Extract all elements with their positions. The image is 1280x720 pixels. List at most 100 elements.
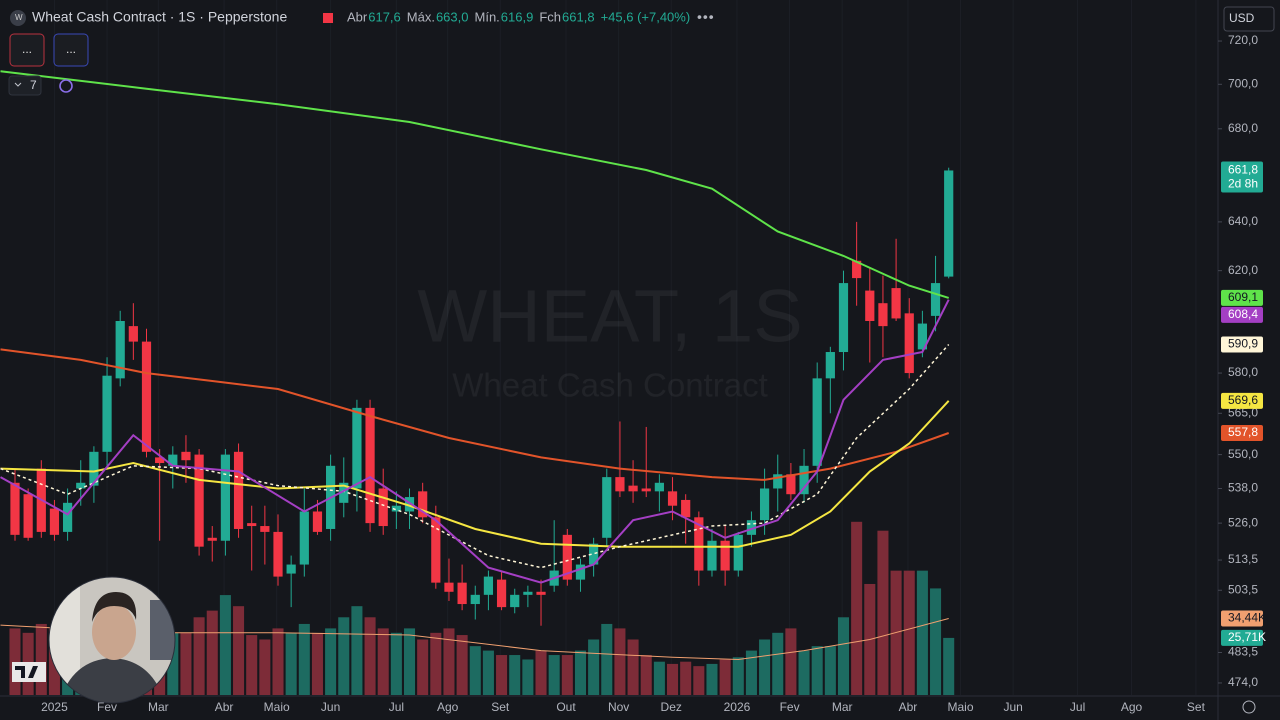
- volume-bar: [496, 655, 508, 695]
- candle-body: [181, 451, 191, 461]
- y-tick-label: 580,0: [1228, 365, 1258, 379]
- value-badge-label: 608,4: [1228, 307, 1258, 321]
- candle-body: [786, 474, 796, 495]
- button[interactable]: [9, 33, 45, 67]
- x-tick-label: Set: [491, 700, 510, 714]
- candle-body: [746, 520, 757, 535]
- x-tick-label: Dez: [661, 700, 682, 714]
- candle-body: [233, 451, 244, 529]
- watermark-sub: Wheat Cash Contract: [452, 367, 767, 404]
- volume-bar: [456, 635, 468, 695]
- volume-bar: [535, 650, 547, 695]
- candle-body: [470, 594, 480, 605]
- candle-body: [575, 564, 586, 580]
- candle-body: [667, 491, 678, 506]
- candle-body: [891, 288, 901, 319]
- settings-icon[interactable]: [1242, 700, 1256, 714]
- value-badge: [1221, 629, 1263, 646]
- button-label[interactable]: ...: [66, 42, 76, 56]
- volume-bar: [509, 655, 521, 695]
- candle-body: [102, 375, 112, 452]
- currency[interactable]: USD: [1229, 11, 1255, 25]
- symbol-icon[interactable]: [10, 10, 26, 26]
- candle-body: [681, 499, 691, 518]
- volume-bar: [719, 659, 731, 695]
- candle-body: [865, 290, 875, 322]
- ma-line: [0, 344, 950, 569]
- ma-line: [0, 348, 950, 481]
- volume-bar: [259, 639, 271, 695]
- button-label[interactable]: ...: [22, 42, 32, 56]
- candle-body: [852, 260, 862, 279]
- candle-body: [878, 303, 888, 327]
- legend-label: Mín.: [475, 9, 500, 24]
- volume-bar: [377, 628, 389, 695]
- x-tick-label: Jul: [1070, 700, 1085, 714]
- x-tick-label: Abr: [215, 700, 234, 714]
- candle-body: [759, 488, 770, 521]
- volume-bar: [9, 628, 21, 695]
- symbol-title[interactable]: Wheat Cash Contract · 1S · Pepperstone: [32, 9, 287, 25]
- candle-body: [536, 591, 546, 595]
- volume-bar: [548, 655, 560, 695]
- candle-body: [89, 451, 99, 486]
- candle-body: [654, 482, 664, 492]
- webcam-border: [48, 576, 176, 704]
- candle-body: [418, 491, 428, 518]
- x-tick-label: Mar: [832, 700, 853, 714]
- candle-body: [431, 517, 441, 583]
- volume-bar: [298, 623, 310, 695]
- volume-bar: [601, 623, 613, 695]
- volume-bar: [877, 530, 889, 695]
- x-tick-label: Jun: [321, 700, 340, 714]
- value-badge: [1221, 392, 1263, 409]
- x-tick-label: Fev: [97, 700, 117, 714]
- x-tick-label: Set: [1187, 700, 1206, 714]
- button[interactable]: [53, 33, 89, 67]
- price-badge-label: 661,8: [1228, 163, 1258, 177]
- volume-bar: [180, 632, 192, 695]
- x-tick-label: Out: [556, 700, 576, 714]
- volume-bar: [469, 646, 481, 695]
- value-badge: [1221, 336, 1263, 353]
- candle-body: [339, 482, 349, 503]
- x-tick-label: Maio: [264, 700, 290, 714]
- ma-line: [0, 400, 950, 548]
- symbol-icon-text: W: [15, 13, 23, 22]
- volume-bar: [759, 639, 771, 695]
- y-tick-label: 680,0: [1228, 121, 1258, 135]
- volume-bar: [561, 655, 573, 695]
- candle-body: [615, 477, 625, 492]
- indicator-toggle[interactable]: [8, 75, 42, 96]
- price-badge: [1221, 161, 1263, 193]
- volume-bar: [285, 632, 297, 695]
- candle-body: [299, 511, 309, 565]
- candle-body: [510, 594, 520, 608]
- currency-button[interactable]: [1223, 6, 1275, 32]
- volume-bar: [390, 632, 402, 695]
- volume-bar: [233, 606, 245, 695]
- candle-body: [694, 517, 704, 571]
- volume-bar: [640, 655, 652, 695]
- indicator-count[interactable]: 7: [30, 78, 37, 92]
- more-dots[interactable]: •••: [697, 9, 715, 25]
- x-tick-label: Ago: [437, 700, 459, 714]
- y-tick-label: 720,0: [1228, 33, 1258, 47]
- x-tick-label: Jul: [389, 700, 404, 714]
- candle-body: [286, 564, 296, 574]
- volume-bar: [351, 606, 363, 695]
- x-tick-label: Fev: [780, 700, 800, 714]
- grid: [53, 0, 1197, 695]
- x-tick-label: 2026: [724, 700, 751, 714]
- volume-bar: [311, 632, 323, 695]
- sync-icon[interactable]: [59, 79, 73, 93]
- value-badge: [1221, 306, 1263, 323]
- volume-bar: [706, 663, 718, 695]
- candle-body: [838, 283, 849, 353]
- legend: Abr 617,6 Máx. 663,0 Mín. 616,9 Fch 661,8 +45,6 …: [347, 9, 690, 24]
- y-tick-label: 526,0: [1228, 515, 1258, 529]
- candle-body: [720, 540, 730, 571]
- volume-bar: [837, 617, 850, 695]
